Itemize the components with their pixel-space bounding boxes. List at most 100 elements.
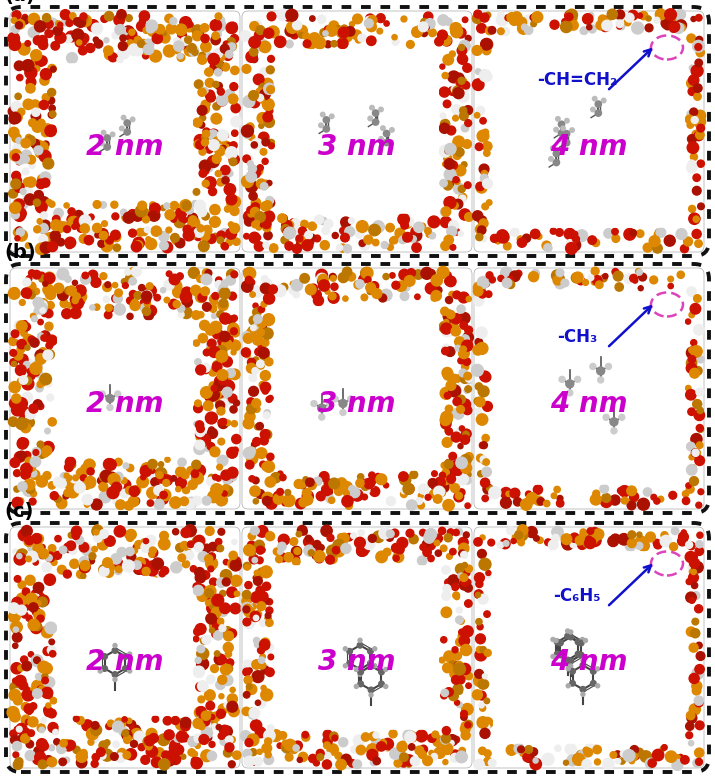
Circle shape (172, 281, 182, 291)
Circle shape (565, 118, 569, 123)
Circle shape (33, 450, 39, 455)
Circle shape (171, 216, 177, 223)
Circle shape (227, 269, 236, 279)
Text: 3 nm: 3 nm (318, 390, 395, 418)
Circle shape (475, 68, 481, 75)
Circle shape (230, 687, 235, 692)
Circle shape (111, 554, 122, 564)
Circle shape (179, 16, 192, 29)
Circle shape (23, 335, 33, 344)
Circle shape (26, 741, 34, 748)
Circle shape (523, 753, 531, 762)
Circle shape (288, 740, 297, 749)
Circle shape (42, 562, 51, 572)
Circle shape (171, 233, 179, 242)
Circle shape (134, 212, 142, 219)
Circle shape (218, 54, 225, 61)
Circle shape (267, 55, 275, 62)
Circle shape (688, 135, 696, 143)
Circle shape (111, 202, 118, 209)
Circle shape (70, 475, 79, 483)
Circle shape (473, 690, 483, 699)
Circle shape (76, 18, 86, 27)
Circle shape (231, 117, 242, 127)
Circle shape (43, 284, 54, 295)
Circle shape (39, 223, 48, 233)
Circle shape (265, 477, 275, 487)
Circle shape (443, 198, 449, 205)
Text: 2 nm: 2 nm (87, 649, 164, 677)
Circle shape (242, 65, 251, 73)
Circle shape (319, 123, 323, 128)
Circle shape (145, 286, 157, 296)
Circle shape (149, 202, 156, 208)
Circle shape (359, 240, 365, 247)
Circle shape (149, 547, 157, 554)
Circle shape (447, 734, 458, 745)
Circle shape (242, 591, 251, 599)
Circle shape (258, 348, 269, 358)
Circle shape (323, 31, 328, 36)
Circle shape (14, 696, 22, 705)
Circle shape (617, 24, 622, 29)
Circle shape (262, 180, 270, 187)
Circle shape (209, 427, 214, 433)
Circle shape (36, 202, 47, 213)
Circle shape (317, 273, 327, 284)
Circle shape (405, 484, 414, 494)
Circle shape (194, 200, 205, 211)
Circle shape (27, 282, 36, 291)
Circle shape (65, 478, 77, 490)
Circle shape (197, 312, 204, 318)
Circle shape (37, 449, 46, 458)
Circle shape (630, 753, 638, 760)
Circle shape (689, 477, 699, 485)
Circle shape (354, 281, 363, 289)
Circle shape (444, 197, 456, 209)
Circle shape (282, 742, 294, 754)
Circle shape (270, 244, 278, 252)
Circle shape (696, 425, 704, 432)
Circle shape (211, 304, 217, 310)
Circle shape (46, 703, 51, 708)
Circle shape (129, 290, 137, 298)
Circle shape (214, 68, 222, 76)
Circle shape (454, 594, 460, 600)
Circle shape (115, 481, 124, 489)
Circle shape (313, 296, 323, 306)
Circle shape (510, 489, 520, 498)
Circle shape (138, 202, 147, 210)
Circle shape (624, 229, 636, 240)
Circle shape (440, 735, 450, 744)
Circle shape (80, 749, 87, 757)
FancyBboxPatch shape (275, 566, 439, 730)
Circle shape (223, 559, 229, 565)
Circle shape (327, 545, 338, 556)
Circle shape (392, 38, 399, 45)
Circle shape (355, 280, 364, 288)
Circle shape (105, 304, 112, 311)
Circle shape (243, 749, 252, 759)
Circle shape (45, 349, 54, 359)
Circle shape (226, 239, 232, 246)
Circle shape (262, 598, 270, 605)
Circle shape (476, 760, 482, 766)
Circle shape (251, 55, 257, 62)
Circle shape (53, 730, 58, 735)
Circle shape (677, 272, 684, 279)
Circle shape (480, 680, 488, 689)
Circle shape (207, 712, 213, 717)
Circle shape (292, 225, 301, 234)
Circle shape (322, 760, 332, 769)
Circle shape (505, 280, 511, 286)
Circle shape (97, 748, 105, 756)
Circle shape (277, 471, 283, 476)
Circle shape (197, 106, 207, 115)
Circle shape (104, 740, 110, 745)
Circle shape (244, 233, 250, 239)
Circle shape (218, 300, 228, 310)
Circle shape (463, 332, 473, 342)
Circle shape (697, 57, 705, 65)
Circle shape (14, 486, 20, 492)
Circle shape (46, 199, 52, 205)
